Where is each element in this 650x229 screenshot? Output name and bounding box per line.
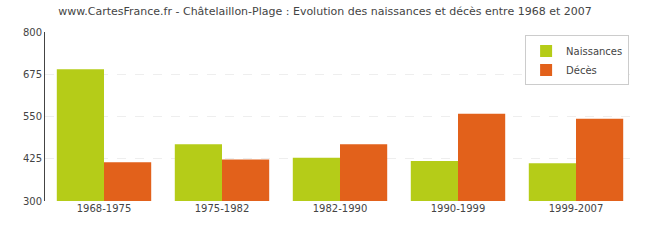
svg-text:1982-1990: 1982-1990 [313,203,368,214]
svg-text:300: 300 [23,196,42,207]
svg-text:Décès: Décès [566,65,597,76]
svg-text:1990-1999: 1990-1999 [431,203,486,214]
svg-text:1975-1982: 1975-1982 [195,203,250,214]
svg-text:Naissances: Naissances [566,46,622,57]
svg-text:675: 675 [23,69,42,80]
svg-text:550: 550 [23,111,42,122]
svg-text:www.CartesFrance.fr - Châtelai: www.CartesFrance.fr - Châtelaillon-Plage… [58,5,591,18]
svg-text:800: 800 [23,27,42,38]
svg-text:1968-1975: 1968-1975 [77,203,132,214]
svg-text:425: 425 [23,153,42,164]
svg-text:1999-2007: 1999-2007 [549,203,604,214]
